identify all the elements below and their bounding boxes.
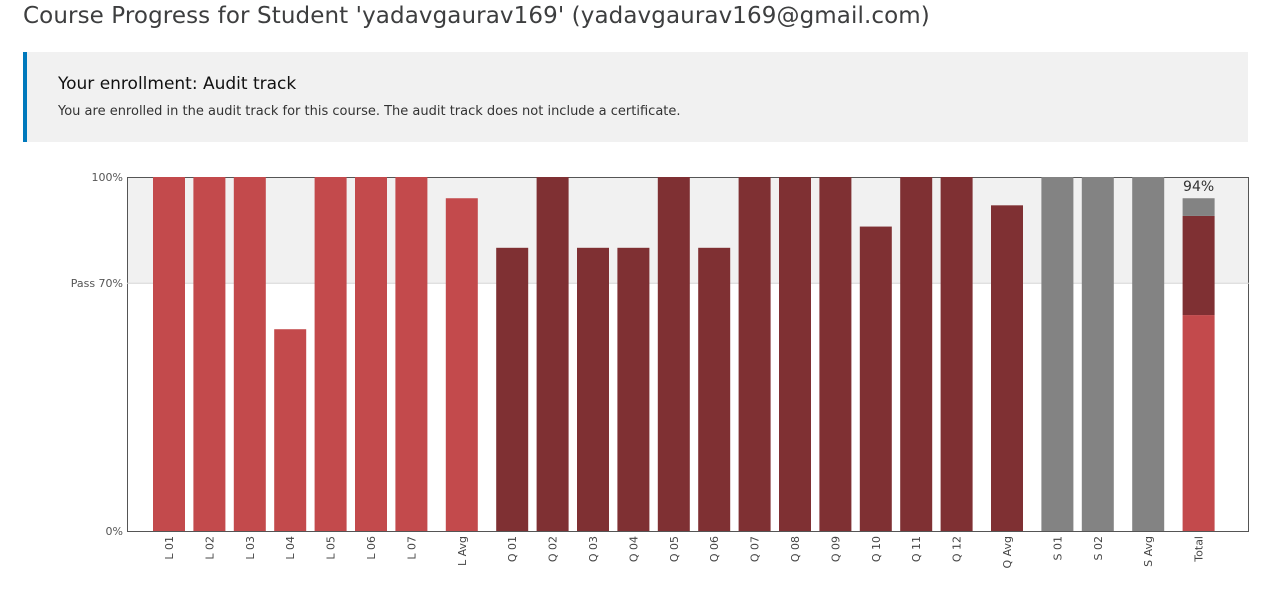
bar	[536, 177, 569, 531]
x-tick-label: Q Avg	[1001, 536, 1014, 569]
x-tick-label: Q 05	[668, 536, 681, 562]
grade-progress-chart: 0% Pass 70% 100% L 01 L 02 L 03 L 04 L 05 L 06 L …	[71, 171, 1249, 569]
enrollment-message: Your enrollment: Audit track You are enr…	[23, 52, 1248, 142]
x-tick-label: S 02	[1092, 536, 1105, 560]
bar	[859, 226, 892, 531]
bar	[1132, 177, 1165, 531]
x-tick-label: Q 02	[547, 536, 560, 562]
x-tick-label: Q 01	[506, 536, 519, 562]
x-tick-label: S 01	[1051, 536, 1064, 560]
bar	[991, 205, 1023, 531]
x-tick-label: L 07	[405, 536, 418, 560]
bar	[819, 177, 852, 531]
x-tick-label: L 06	[365, 536, 378, 560]
bar	[496, 247, 529, 532]
bar	[577, 247, 609, 532]
bar	[153, 177, 185, 531]
y-tick-label: Pass 70%	[71, 277, 123, 290]
x-tick-label: L 03	[244, 536, 257, 560]
bar	[1041, 177, 1074, 531]
x-tick-label: Q 04	[627, 536, 640, 562]
enrollment-description: You are enrolled in the audit track for …	[58, 104, 681, 119]
bar	[657, 177, 690, 531]
total-value-label: 94%	[1183, 179, 1214, 195]
enrollment-title: Your enrollment: Audit track	[58, 74, 297, 94]
x-tick-label: Q 09	[829, 536, 842, 562]
x-tick-label: Q 06	[708, 536, 721, 562]
x-tick-label: Q 03	[587, 536, 600, 562]
x-tick-label: S Avg	[1142, 536, 1155, 567]
bar	[779, 177, 811, 531]
page-title: Course Progress for Student 'yadavgaurav…	[23, 3, 930, 29]
total-bar-segment	[1182, 198, 1215, 216]
bar	[617, 247, 650, 532]
bar	[193, 177, 226, 531]
y-tick-label: 100%	[92, 171, 123, 184]
x-tick-label: Q 08	[789, 536, 802, 562]
bar	[274, 329, 307, 531]
x-tick-label: Q 10	[870, 536, 883, 562]
bar	[738, 177, 771, 531]
total-bar-segment	[1182, 215, 1215, 316]
total-bar-segment	[1182, 315, 1215, 531]
x-tick-label: Q 11	[910, 536, 923, 562]
x-tick-label: L 01	[163, 536, 176, 560]
x-tick-label: Q 12	[951, 536, 964, 562]
x-tick-label: L Avg	[456, 536, 469, 566]
bar	[445, 198, 478, 532]
y-tick-label: 0%	[106, 525, 123, 538]
bar	[314, 177, 347, 531]
bar	[698, 247, 731, 532]
bar	[355, 177, 387, 531]
bar	[1081, 177, 1114, 531]
bar	[940, 177, 973, 531]
x-tick-label: L 05	[325, 536, 338, 560]
x-tick-label: Q 07	[749, 536, 762, 562]
x-tick-label: L 02	[203, 536, 216, 560]
x-tick-label: L 04	[284, 536, 297, 560]
bar	[900, 177, 933, 531]
bar	[233, 177, 266, 531]
x-tick-label: Total	[1193, 536, 1206, 563]
bar	[395, 177, 428, 531]
